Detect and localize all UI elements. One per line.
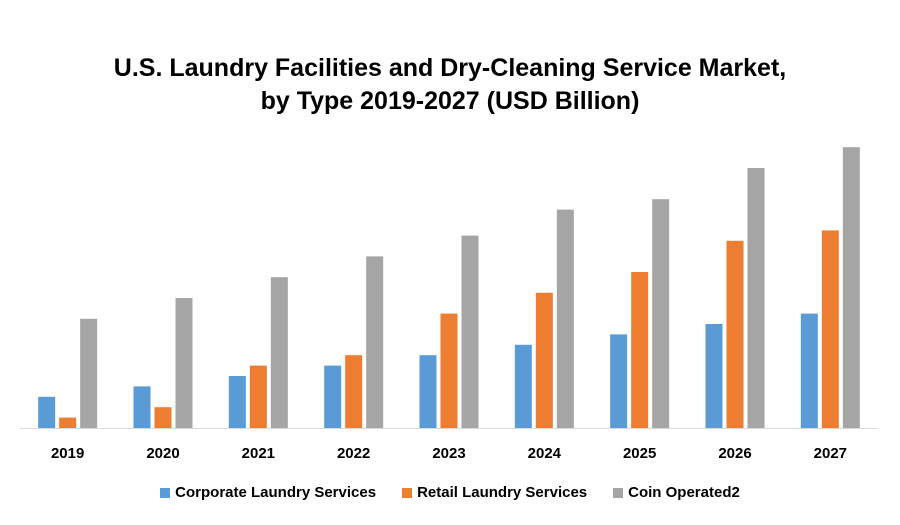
- bar-corporate-2025: [610, 334, 628, 428]
- legend-swatch-corporate: [160, 487, 171, 498]
- x-tick-label-2022: 2022: [337, 445, 370, 462]
- bar-corporate-2026: [705, 324, 723, 428]
- x-tick-label-2020: 2020: [146, 445, 179, 462]
- x-tick-label-2024: 2024: [528, 445, 562, 462]
- legend-label-corporate: Corporate Laundry Services: [175, 484, 377, 501]
- x-tick-label-2025: 2025: [623, 445, 656, 462]
- x-tick-label-2027: 2027: [814, 445, 847, 462]
- bar-coin-operated-2024: [556, 209, 574, 428]
- chart-title-line-2: by Type 2019-2027 (USD Billion): [260, 87, 640, 115]
- bar-corporate-2022: [324, 365, 342, 428]
- bar-coin-operated-2025: [652, 199, 670, 428]
- bar-coin-operated-2027: [842, 147, 860, 428]
- bar-corporate-2023: [419, 355, 437, 428]
- legend-item-coin-operated: Coin Operated2: [613, 484, 740, 501]
- bar-coin-operated-2021: [270, 277, 288, 428]
- bar-coin-operated-2023: [461, 235, 479, 428]
- x-tick-label-2019: 2019: [51, 445, 84, 462]
- legend-item-corporate: Corporate Laundry Services: [160, 484, 376, 501]
- legend-item-retail: Retail Laundry Services: [402, 484, 587, 501]
- bar-corporate-2020: [133, 386, 151, 428]
- bar-coin-operated-2020: [175, 298, 193, 428]
- x-tick-label-2026: 2026: [718, 445, 751, 462]
- bar-retail-2026: [726, 240, 744, 428]
- bar-retail-2021: [249, 365, 267, 428]
- bar-retail-2020: [154, 407, 172, 428]
- legend-swatch-coin-operated: [613, 487, 624, 498]
- bar-retail-2024: [535, 292, 553, 428]
- bar-retail-2019: [59, 417, 77, 428]
- bar-retail-2025: [631, 272, 649, 428]
- legend-label-coin-operated: Coin Operated2: [628, 484, 740, 501]
- x-tick-label-2023: 2023: [432, 445, 465, 462]
- bar-coin-operated-2019: [80, 318, 98, 428]
- bar-retail-2023: [440, 313, 458, 428]
- chart-title-line-1: U.S. Laundry Facilities and Dry-Cleaning…: [113, 54, 787, 82]
- bar-coin-operated-2022: [366, 256, 384, 428]
- bar-coin-operated-2026: [747, 168, 765, 428]
- chart-title: U.S. Laundry Facilities and Dry-Cleaning…: [0, 52, 900, 118]
- bar-corporate-2021: [228, 376, 246, 428]
- legend-swatch-retail: [402, 487, 413, 498]
- chart-legend: Corporate Laundry Services Retail Laundr…: [0, 484, 900, 501]
- legend-label-retail: Retail Laundry Services: [417, 484, 588, 501]
- bar-retail-2027: [821, 230, 839, 428]
- bar-corporate-2024: [514, 344, 532, 428]
- bar-corporate-2027: [800, 313, 818, 428]
- x-tick-label-2021: 2021: [242, 445, 275, 462]
- bar-corporate-2019: [38, 396, 56, 428]
- bar-retail-2022: [345, 355, 363, 428]
